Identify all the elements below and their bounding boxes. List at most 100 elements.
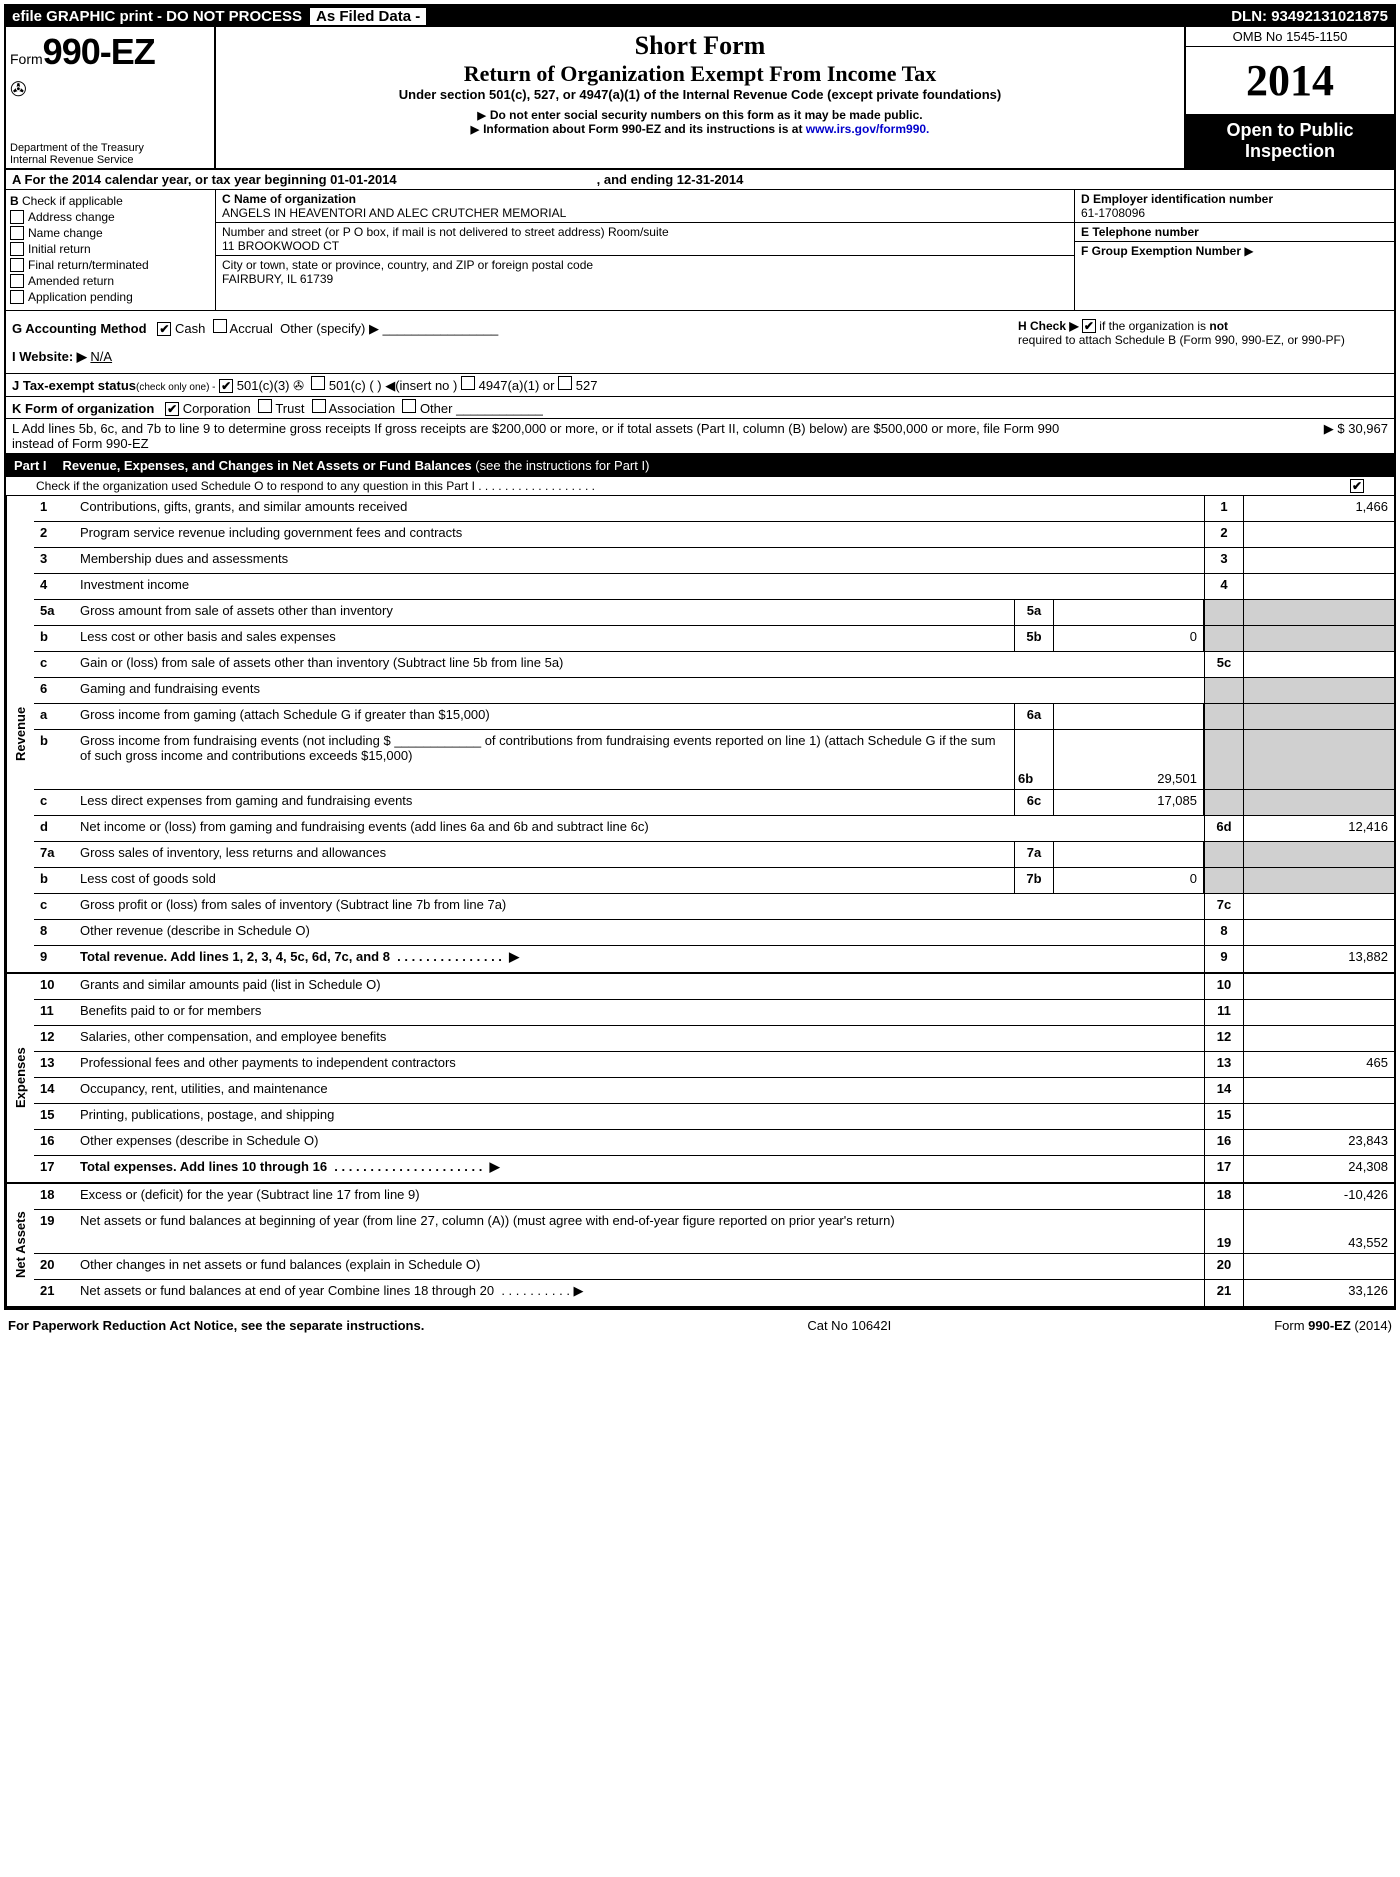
part1-check: Check if the organization used Schedule …	[36, 479, 595, 493]
form-number: 990-EZ	[43, 31, 155, 72]
expenses-vlabel: Expenses	[6, 974, 34, 1182]
opt-address: Address change	[28, 210, 115, 224]
line-7c-val	[1244, 894, 1394, 919]
l-val: ▶ $ 30,967	[1324, 421, 1388, 451]
line-21-desc: Net assets or fund balances at end of ye…	[80, 1283, 494, 1298]
chk-address[interactable]	[10, 210, 24, 224]
chk-h[interactable]: ✔	[1082, 319, 1096, 333]
org-city: FAIRBURY, IL 61739	[222, 272, 1068, 286]
line-18-val: -10,426	[1244, 1184, 1394, 1209]
e-label: E Telephone number	[1081, 225, 1388, 239]
b-label: B	[10, 194, 19, 208]
line-7c-desc: Gross profit or (loss) from sales of inv…	[74, 894, 1204, 919]
chk-other[interactable]	[402, 399, 416, 413]
line-6b-subval: 29,501	[1054, 730, 1204, 789]
chk-corp[interactable]: ✔	[165, 402, 179, 416]
part-1-header-row: Part I Revenue, Expenses, and Changes in…	[6, 454, 1394, 496]
line-7b-desc: Less cost of goods sold	[74, 868, 1014, 893]
chk-pending[interactable]	[10, 290, 24, 304]
line-12-val	[1244, 1026, 1394, 1051]
line-5a-subval	[1054, 600, 1204, 625]
revenue-vlabel: Revenue	[6, 496, 34, 972]
line-17-desc: Total expenses. Add lines 10 through 16	[80, 1159, 327, 1174]
chk-amended[interactable]	[10, 274, 24, 288]
chk-501c[interactable]	[311, 376, 325, 390]
chk-final[interactable]	[10, 258, 24, 272]
line-5b-subval: 0	[1054, 626, 1204, 651]
line-16-desc: Other expenses (describe in Schedule O)	[74, 1130, 1204, 1155]
part1-title: Revenue, Expenses, and Changes in Net As…	[63, 458, 472, 473]
chk-accrual[interactable]	[213, 319, 227, 333]
line-9-desc: Total revenue. Add lines 1, 2, 3, 4, 5c,…	[80, 949, 390, 964]
chk-name[interactable]	[10, 226, 24, 240]
h-label: H Check ▶	[1018, 319, 1079, 333]
chk-part1[interactable]: ✔	[1350, 479, 1364, 493]
line-5a-sub: 5a	[1014, 600, 1054, 625]
form-page: efile GRAPHIC print - DO NOT PROCESS As …	[4, 4, 1396, 1310]
row-k: K Form of organization ✔ Corporation Tru…	[6, 397, 1394, 419]
top-bar: efile GRAPHIC print - DO NOT PROCESS As …	[6, 6, 1394, 27]
line-5c-val	[1244, 652, 1394, 677]
line-5c-num: 5c	[1204, 652, 1244, 677]
chk-527[interactable]	[558, 376, 572, 390]
k-assoc: Association	[329, 401, 395, 416]
irs-link[interactable]: www.irs.gov/form990.	[806, 122, 930, 136]
opt-initial: Initial return	[28, 242, 91, 256]
line-5a-desc: Gross amount from sale of assets other t…	[74, 600, 1014, 625]
section-gh: G Accounting Method ✔ Cash Accrual Other…	[6, 311, 1394, 374]
line-4-desc: Investment income	[74, 574, 1204, 599]
line-15-val	[1244, 1104, 1394, 1129]
line-6d-num: 6d	[1204, 816, 1244, 841]
footer-left: For Paperwork Reduction Act Notice, see …	[8, 1318, 424, 1333]
c-name-label: C Name of organization	[222, 192, 1068, 206]
c-street-label: Number and street (or P O box, if mail i…	[222, 225, 1068, 239]
chk-501c3[interactable]: ✔	[219, 379, 233, 393]
line-7a-sub: 7a	[1014, 842, 1054, 867]
irs-label: Internal Revenue Service	[10, 154, 144, 166]
line-19-val: 43,552	[1244, 1210, 1394, 1253]
part1-sub: (see the instructions for Part I)	[475, 458, 649, 473]
netassets-section: Net Assets 18Excess or (deficit) for the…	[6, 1184, 1394, 1308]
g-other: Other (specify) ▶	[280, 321, 379, 336]
h-req: required to attach Schedule B (Form 990,…	[1018, 333, 1345, 347]
line-9-val: 13,882	[1244, 946, 1394, 972]
chk-4947[interactable]	[461, 376, 475, 390]
line-11-val	[1244, 1000, 1394, 1025]
col-b: B Check if applicable Address change Nam…	[6, 190, 216, 310]
note-1: Do not enter social security numbers on …	[477, 108, 922, 122]
j-o4: 527	[576, 378, 598, 393]
line-20-desc: Other changes in net assets or fund bala…	[74, 1254, 1204, 1279]
k-other: Other	[420, 401, 453, 416]
line-6c-subval: 17,085	[1054, 790, 1204, 815]
g-accrual: Accrual	[230, 321, 273, 336]
line-18-desc: Excess or (deficit) for the year (Subtra…	[74, 1184, 1204, 1209]
line-6a-desc: Gross income from gaming (attach Schedul…	[74, 704, 1014, 729]
chk-trust[interactable]	[258, 399, 272, 413]
h-rest: if the organization is	[1099, 319, 1206, 333]
chk-cash[interactable]: ✔	[157, 322, 171, 336]
line-6c-desc: Less direct expenses from gaming and fun…	[74, 790, 1014, 815]
short-form-title: Short Form	[224, 31, 1176, 61]
line-4-val	[1244, 574, 1394, 599]
row-j: J Tax-exempt status(check only one) - ✔ …	[6, 374, 1394, 397]
line-6d-desc: Net income or (loss) from gaming and fun…	[74, 816, 1204, 841]
b-check: Check if applicable	[22, 194, 123, 208]
footer-center: Cat No 10642I	[807, 1318, 891, 1333]
line-1-val: 1,466	[1244, 496, 1394, 521]
c-city-label: City or town, state or province, country…	[222, 258, 1068, 272]
j-label: J Tax-exempt status	[12, 378, 136, 393]
chk-assoc[interactable]	[312, 399, 326, 413]
efile-label: efile GRAPHIC print - DO NOT PROCESS	[12, 8, 302, 25]
col-de: D Employer identification number 61-1708…	[1074, 190, 1394, 310]
dln-label: DLN: 93492131021875	[1231, 8, 1388, 25]
chk-initial[interactable]	[10, 242, 24, 256]
footer-right: Form 990-EZ (2014)	[1274, 1318, 1392, 1333]
ein-value: 61-1708096	[1081, 206, 1388, 220]
line-6c-sub: 6c	[1014, 790, 1054, 815]
line-17-val: 24,308	[1244, 1156, 1394, 1182]
line-12-desc: Salaries, other compensation, and employ…	[74, 1026, 1204, 1051]
line-6a-sub: 6a	[1014, 704, 1054, 729]
line-13-val: 465	[1244, 1052, 1394, 1077]
k-trust: Trust	[275, 401, 304, 416]
g-label: G Accounting Method	[12, 321, 147, 336]
